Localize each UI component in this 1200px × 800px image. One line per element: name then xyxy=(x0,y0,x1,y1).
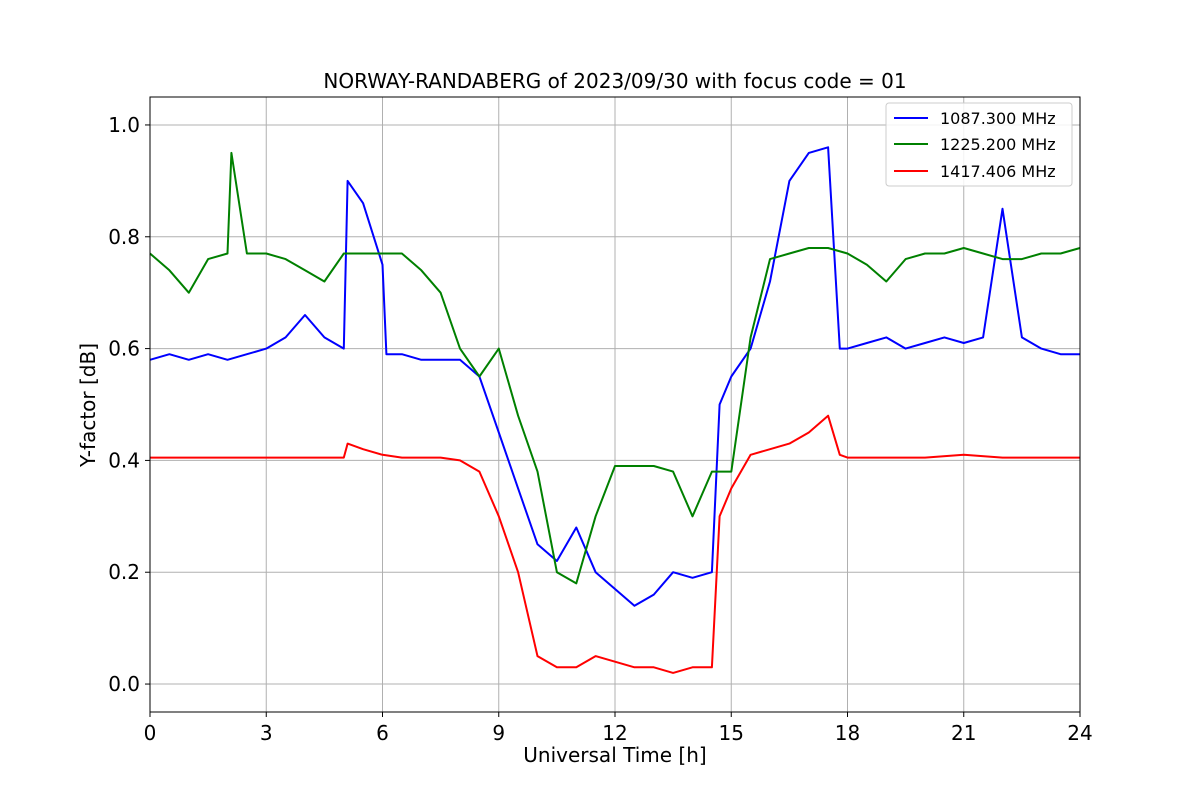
legend-label-1087: 1087.300 MHz xyxy=(940,109,1056,128)
x-tick-label: 9 xyxy=(492,721,505,745)
x-tick-label: 18 xyxy=(835,721,860,745)
x-tick-label: 0 xyxy=(144,721,157,745)
plot-lines xyxy=(149,146,1081,674)
series-line-1087-300 xyxy=(149,146,1080,607)
x-tick-label: 24 xyxy=(1067,721,1092,745)
x-tick-label: 12 xyxy=(602,721,627,745)
chart-title: NORWAY-RANDABERG of 2023/09/30 with focu… xyxy=(323,69,906,93)
x-axis-label: Universal Time [h] xyxy=(523,743,706,767)
y-tick-label: 1.0 xyxy=(108,113,140,137)
legend: 1087.300 MHz 1225.200 MHz 1417.406 MHz xyxy=(885,102,1073,187)
series-line-1417-406 xyxy=(150,414,1080,674)
y-tick-label: 0.8 xyxy=(108,225,140,249)
x-axis-ticks: 0 3 6 9 12 15 18 21 24 xyxy=(144,712,1093,745)
x-tick-label: 6 xyxy=(376,721,389,745)
legend-label-1225: 1225.200 MHz xyxy=(940,135,1056,154)
y-tick-label: 0.4 xyxy=(108,448,140,472)
y-tick-label: 0.6 xyxy=(108,337,140,361)
y-tick-label: 0.2 xyxy=(108,560,140,584)
legend-label-1417: 1417.406 MHz xyxy=(940,162,1056,181)
series-line-1225-200 xyxy=(149,151,1081,585)
x-tick-label: 15 xyxy=(719,721,744,745)
y-axis-label: Y-factor [dB] xyxy=(76,343,100,468)
legend-box xyxy=(885,102,1073,187)
y-tick-label: 0.0 xyxy=(108,672,140,696)
x-tick-label: 3 xyxy=(260,721,273,745)
x-tick-label: 21 xyxy=(951,721,976,745)
y-axis-ticks: 0.0 0.2 0.4 0.6 0.8 1.0 xyxy=(108,113,150,696)
